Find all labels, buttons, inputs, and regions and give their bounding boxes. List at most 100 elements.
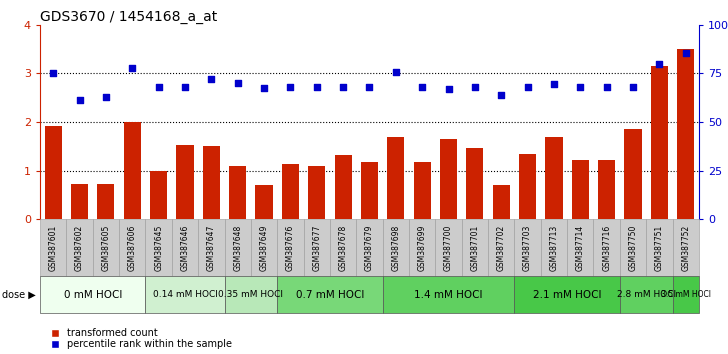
Text: GSM387716: GSM387716 [602,225,611,271]
Bar [515,276,620,313]
Text: GSM387649: GSM387649 [260,224,269,271]
Bar [356,219,383,276]
Bar [387,137,404,219]
Text: GSM387702: GSM387702 [496,225,506,271]
Bar [124,122,141,219]
Bar [330,219,356,276]
Point [469,84,480,90]
Point [496,92,507,98]
Bar [567,219,593,276]
Bar [620,219,646,276]
Point [628,84,639,90]
Text: GSM387713: GSM387713 [550,225,558,271]
Text: GSM387602: GSM387602 [75,225,84,271]
Bar [462,219,488,276]
Point [285,84,296,90]
Text: GSM387646: GSM387646 [181,224,189,271]
Text: 0 mM HOCl: 0 mM HOCl [63,290,122,300]
Bar [593,219,620,276]
Point [443,86,454,92]
Legend: transformed count, percentile rank within the sample: transformed count, percentile rank withi… [45,328,232,349]
Text: GSM387714: GSM387714 [576,225,585,271]
Bar [71,184,88,219]
Bar [277,219,304,276]
Bar [440,139,457,219]
Bar [256,185,272,219]
Bar [646,219,673,276]
Bar [541,219,567,276]
Point [205,76,217,82]
Text: GSM387699: GSM387699 [418,224,427,271]
Bar [519,154,536,219]
Text: GSM387678: GSM387678 [339,225,347,271]
Bar [435,219,462,276]
Bar [229,166,246,219]
Bar [92,219,119,276]
Bar [251,219,277,276]
Bar [198,219,224,276]
Point [179,84,191,90]
Bar [224,219,251,276]
Text: GSM387703: GSM387703 [523,224,532,271]
Text: GSM387648: GSM387648 [233,225,242,271]
Bar [361,162,378,219]
Text: 3.5 mM HOCl: 3.5 mM HOCl [661,290,711,299]
Bar [677,49,695,219]
Text: GSM387601: GSM387601 [49,225,58,271]
Bar [66,219,92,276]
Bar [545,137,563,219]
Bar [409,219,435,276]
Bar [203,147,220,219]
Bar [493,185,510,219]
Text: 0.14 mM HOCl: 0.14 mM HOCl [153,290,218,299]
Point [416,84,428,90]
Bar [414,162,431,219]
Text: GDS3670 / 1454168_a_at: GDS3670 / 1454168_a_at [40,10,217,24]
Text: GSM387701: GSM387701 [470,225,479,271]
Point [311,84,323,90]
Point [74,97,85,103]
Text: GSM387647: GSM387647 [207,224,215,271]
Bar [44,126,62,219]
Bar [150,171,167,219]
Text: GSM387700: GSM387700 [444,224,453,271]
Bar [304,219,330,276]
Text: GSM387645: GSM387645 [154,224,163,271]
Bar [598,160,615,219]
Point [153,84,165,90]
Text: 2.1 mM HOCl: 2.1 mM HOCl [533,290,601,300]
Bar [146,219,172,276]
Bar [224,276,277,313]
Point [680,50,692,56]
Point [364,84,376,90]
Bar [651,66,668,219]
Text: GSM387679: GSM387679 [365,224,374,271]
Bar [40,276,146,313]
Text: 1.4 mM HOCl: 1.4 mM HOCl [414,290,483,300]
Point [654,61,665,67]
Text: GSM387676: GSM387676 [286,224,295,271]
Bar [383,219,409,276]
Bar [335,155,352,219]
Bar [488,219,515,276]
Bar [673,219,699,276]
Bar [383,276,515,313]
Bar [620,276,673,313]
Point [258,85,270,91]
Bar [467,148,483,219]
Text: GSM387698: GSM387698 [392,225,400,271]
Bar [282,164,299,219]
Point [232,80,244,86]
Text: GSM387605: GSM387605 [101,224,111,271]
Bar [277,276,383,313]
Bar [119,219,146,276]
Bar [172,219,198,276]
Text: GSM387750: GSM387750 [628,224,638,271]
Point [47,70,59,76]
Text: GSM387606: GSM387606 [128,224,137,271]
Point [574,84,586,90]
Point [548,81,560,87]
Bar [40,219,66,276]
Text: 0.7 mM HOCl: 0.7 mM HOCl [296,290,364,300]
Bar [625,130,641,219]
